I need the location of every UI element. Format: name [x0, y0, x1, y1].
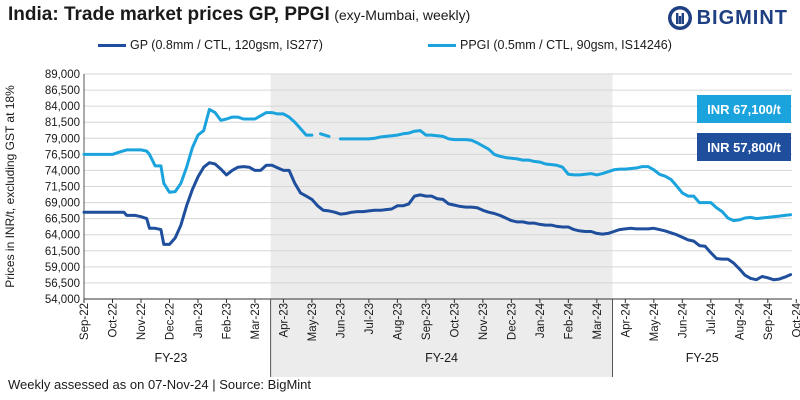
chart-title: India: Trade market prices GP, PPGI (exy… [8, 4, 470, 26]
y-tick-label: 86,500 [45, 85, 80, 97]
y-axis: 89,000 86,500 84,000 81,500 79,000 76,500 74,0… [3, 69, 85, 306]
fiscal-year-label: FY-24 [425, 351, 458, 365]
x-tick-label: Mar-24 [592, 302, 604, 339]
y-tick-label: 79,000 [45, 133, 80, 145]
data-series [82, 107, 793, 282]
y-tick-label: 89,000 [45, 69, 80, 81]
legend-item-gp: GP (0.8mm / CTL, 120gsm, IS277) [98, 38, 323, 52]
x-tick-label: Dec-23 [506, 303, 518, 340]
callout-box-ppgi [697, 95, 791, 123]
fiscal-year-label: FY-25 [686, 351, 719, 365]
legend-label-gp: GP (0.8mm / CTL, 120gsm, IS277) [130, 38, 323, 52]
y-tick-label: 54,000 [45, 294, 80, 306]
x-tick-label: Nov-23 [478, 303, 490, 340]
x-tick-label: Jul-23 [364, 303, 376, 334]
x-tick-label: Nov-22 [136, 303, 148, 340]
callout-box-gp [697, 133, 791, 161]
bigmint-logo-icon [667, 6, 692, 30]
x-tick-label: Jan-23 [193, 303, 205, 338]
y-tick-label: 76,500 [45, 149, 80, 161]
x-tick-label: Jun-23 [335, 303, 347, 338]
legend-label-ppgi: PPGI (0.5mm / CTL, 90gsm, IS14246) [460, 38, 672, 52]
x-tick-label: Dec-22 [164, 303, 176, 340]
chart-title-main: India: Trade market prices GP, PPGI [8, 4, 330, 25]
x-tick-label: Oct-23 [449, 303, 461, 338]
x-tick-label: Sep-23 [421, 303, 433, 340]
legend-swatch-gp [98, 43, 126, 47]
x-tick-label: May-23 [307, 303, 319, 341]
bigmint-logo-text: BIGMINT [696, 6, 788, 29]
y-tick-label: 64,000 [45, 230, 80, 242]
value-callouts: INR 67,100/t INR 57,800/t [697, 95, 791, 161]
x-axis: Sep-22 Oct-22 Nov-22 Dec-22 Jan-23 Feb-23 Mar-… [79, 298, 800, 377]
y-tick-label: 81,500 [45, 117, 80, 129]
y-tick-label: 69,000 [45, 198, 80, 210]
footer-note: Weekly assessed as on 07-Nov-24 | Source… [8, 377, 311, 392]
x-tick-label: Oct-24 [791, 302, 800, 337]
fiscal-year-label: FY-23 [154, 351, 187, 365]
bigmint-logo: BIGMINT [667, 4, 788, 32]
legend-item-ppgi: PPGI (0.5mm / CTL, 90gsm, IS14246) [428, 38, 672, 52]
y-tick-label: 59,000 [45, 262, 80, 274]
x-tick-label: Jan-24 [535, 302, 547, 338]
y-tick-label: 84,000 [45, 101, 80, 113]
y-tick-label: 74,000 [45, 165, 80, 177]
series-line-ppgi [82, 107, 793, 223]
y-tick-label: 61,500 [45, 246, 80, 258]
callout-label-ppgi: INR 67,100/t [707, 102, 781, 117]
legend-swatch-ppgi [428, 43, 456, 47]
x-tick-label: Feb-24 [563, 302, 575, 339]
x-tick-label: Aug-24 [734, 302, 746, 340]
x-tick-label: Jun-24 [677, 302, 689, 338]
x-tick-label: Aug-23 [392, 303, 404, 340]
x-tick-label: Sep-22 [79, 303, 91, 340]
gridlines [84, 73, 792, 284]
y-axis-title: Prices in INR/t, excluding GST at 18% [3, 85, 17, 288]
series-line-gp [82, 161, 793, 282]
x-tick-label: Oct-22 [107, 303, 119, 338]
x-tick-label: Apr-24 [620, 302, 632, 337]
y-tick-label: 56,500 [45, 278, 80, 290]
callout-label-gp: INR 57,800/t [707, 140, 781, 155]
x-tick-label: Jul-24 [706, 302, 718, 334]
x-tick-label: Apr-23 [278, 303, 290, 338]
x-tick-label: May-24 [649, 302, 661, 341]
x-tick-label: Sep-24 [763, 302, 775, 340]
chart-title-sub: (exy-Mumbai, weekly) [334, 7, 471, 23]
y-tick-label: 66,500 [45, 214, 80, 226]
x-tick-label: Feb-23 [221, 303, 233, 339]
y-tick-label: 71,500 [45, 182, 80, 194]
x-tick-label: Mar-23 [250, 303, 262, 339]
